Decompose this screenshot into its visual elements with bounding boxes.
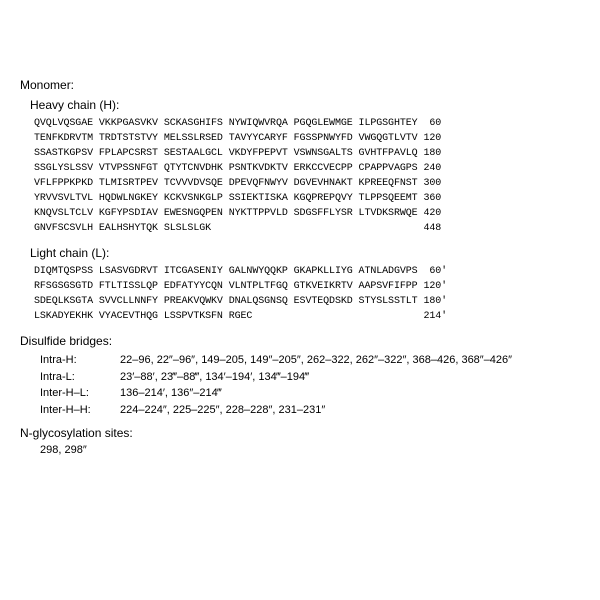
heavy-chain-sequence: QVQLVQSGAE VKKPGASVKV SCKASGHIFS NYWIQWV… (34, 116, 580, 236)
disulfide-row: Inter-H–H:224–224″, 225–225″, 228–228″, … (40, 402, 580, 419)
disulfide-row: Inter-H–L:136–214′, 136″–214‴ (40, 385, 580, 402)
light-chain-title: Light chain (L): (30, 246, 580, 260)
disulfide-label: Inter-H–L: (40, 385, 120, 402)
disulfide-text: 136–214′, 136″–214‴ (120, 385, 222, 402)
disulfide-text: 23′–88′, 23‴–88‴, 134′–194′, 134‴–194‴ (120, 369, 309, 386)
disulfide-label: Intra-L: (40, 369, 120, 386)
heavy-chain-title: Heavy chain (H): (30, 98, 580, 112)
disulfide-label: Intra-H: (40, 352, 120, 369)
monomer-title: Monomer: (20, 78, 580, 92)
nglyc-text: 298, 298″ (40, 444, 580, 456)
disulfide-label: Inter-H–H: (40, 402, 120, 419)
nglyc-title: N-glycosylation sites: (20, 426, 580, 440)
disulfide-title: Disulfide bridges: (20, 334, 580, 348)
disulfide-row: Intra-L:23′–88′, 23‴–88‴, 134′–194′, 134… (40, 369, 580, 386)
disulfide-row: Intra-H:22–96, 22″–96″, 149–205, 149″–20… (40, 352, 580, 369)
disulfide-text: 224–224″, 225–225″, 228–228″, 231–231″ (120, 402, 325, 419)
light-chain-sequence: DIQMTQSPSS LSASVGDRVT ITCGASENIY GALNWYQ… (34, 264, 580, 324)
page-root: Monomer: Heavy chain (H): QVQLVQSGAE VKK… (0, 0, 600, 470)
disulfide-text: 22–96, 22″–96″, 149–205, 149″–205″, 262–… (120, 352, 512, 369)
disulfide-rows: Intra-H:22–96, 22″–96″, 149–205, 149″–20… (40, 352, 580, 418)
